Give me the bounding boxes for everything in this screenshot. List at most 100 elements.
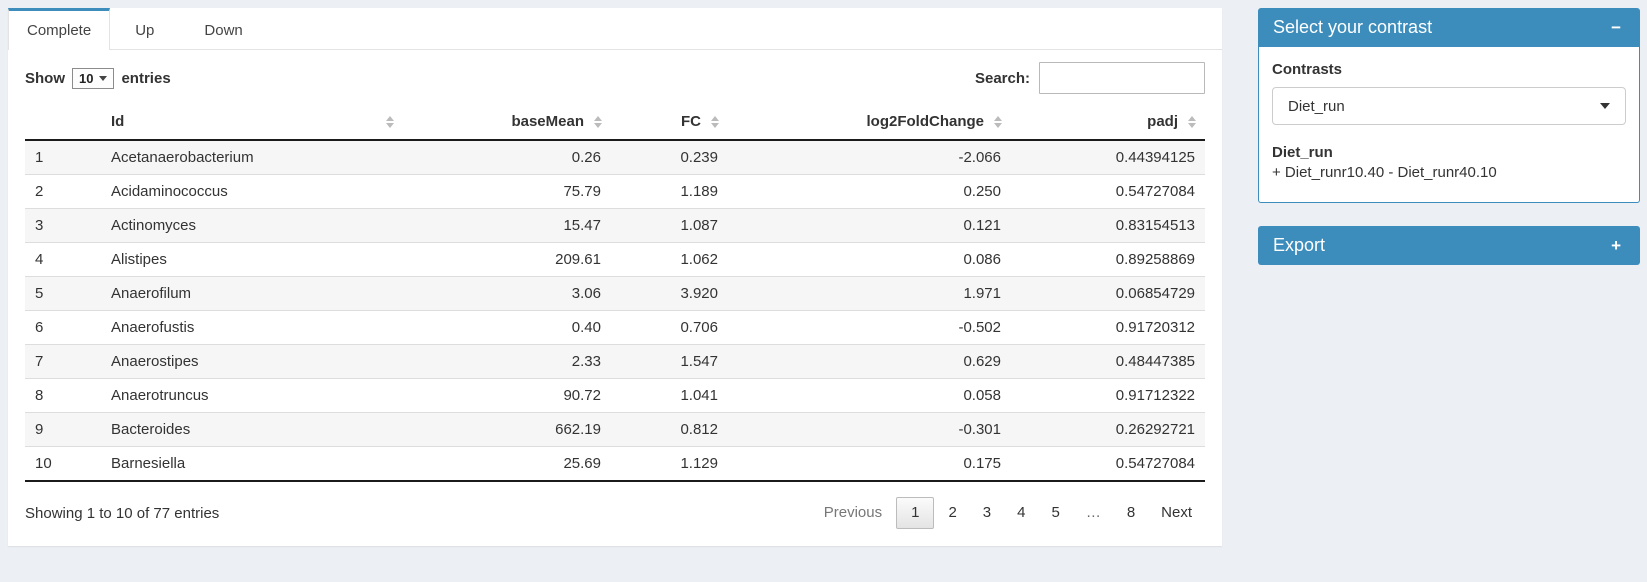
table-row[interactable]: 8 Anaerotruncus 90.72 1.041 0.058 0.9171… xyxy=(25,378,1205,413)
cell-basemean: 662.19 xyxy=(403,412,611,447)
export-panel-title: Export xyxy=(1273,235,1326,255)
table-header-row: Id baseMean FC log2FoldChange xyxy=(25,104,1205,141)
table-row[interactable]: 9 Bacteroides 662.19 0.812 -0.301 0.2629… xyxy=(25,412,1205,447)
cell-padj: 0.91720312 xyxy=(1011,310,1205,345)
page: Complete Up Down Show 10 entries Search: xyxy=(8,8,1640,546)
contrast-name: Diet_run xyxy=(1272,144,1333,161)
pagination-ellipsis: … xyxy=(1085,504,1101,521)
results-table: Id baseMean FC log2FoldChange xyxy=(25,104,1205,482)
show-label: Show xyxy=(25,69,65,87)
pagination-page-1[interactable]: 1 xyxy=(896,497,935,529)
row-index: 4 xyxy=(25,242,101,277)
contrast-panel-title: Select your contrast xyxy=(1273,17,1433,37)
sidebar: Select your contrast − Contrasts Diet_ru… xyxy=(1258,8,1640,265)
table-footer: Showing 1 to 10 of 77 entries Previous 1… xyxy=(8,482,1222,546)
table-row[interactable]: 1 Acetanaerobacterium 0.26 0.239 -2.066 … xyxy=(25,140,1205,175)
row-index: 10 xyxy=(25,446,101,482)
cell-id: Anaerostipes xyxy=(101,344,403,379)
table-row[interactable]: 4 Alistipes 209.61 1.062 0.086 0.8925886… xyxy=(25,242,1205,277)
cell-id: Anaerofilum xyxy=(101,276,403,311)
cell-id: Acidaminococcus xyxy=(101,174,403,209)
row-index: 2 xyxy=(25,174,101,209)
sort-icon xyxy=(1188,115,1196,128)
column-label: log2FoldChange xyxy=(866,113,985,130)
tab-complete[interactable]: Complete xyxy=(8,8,111,50)
pagination-next[interactable]: Next xyxy=(1161,504,1192,521)
cell-id: Bacteroides xyxy=(101,412,403,447)
column-header-log2foldchange[interactable]: log2FoldChange xyxy=(728,104,1011,141)
cell-basemean: 90.72 xyxy=(403,378,611,413)
pagination-page-2[interactable]: 2 xyxy=(948,504,957,521)
cell-padj: 0.48447385 xyxy=(1011,344,1205,379)
expand-plus-icon[interactable]: + xyxy=(1611,235,1621,255)
column-label: padj xyxy=(1147,113,1178,130)
pagination-page-3[interactable]: 3 xyxy=(982,504,992,521)
cell-log2foldchange: 1.971 xyxy=(728,276,1011,311)
row-index: 8 xyxy=(25,378,101,413)
cell-padj: 0.54727084 xyxy=(1011,174,1205,209)
export-panel-header[interactable]: Export + xyxy=(1258,226,1640,265)
cell-log2foldchange: 0.250 xyxy=(728,174,1011,209)
cell-padj: 0.06854729 xyxy=(1011,276,1205,311)
tab-up[interactable]: Up xyxy=(135,22,155,39)
caret-down-icon xyxy=(99,75,108,81)
entries-label: entries xyxy=(121,69,171,87)
tab-down[interactable]: Down xyxy=(204,22,243,39)
table-row[interactable]: 2 Acidaminococcus 75.79 1.189 0.250 0.54… xyxy=(25,174,1205,209)
search-input[interactable] xyxy=(1039,62,1205,94)
pagination-page-8[interactable]: 8 xyxy=(1126,504,1136,521)
pagination-page-4[interactable]: 4 xyxy=(1017,504,1026,521)
cell-fc: 1.189 xyxy=(611,174,728,209)
row-index: 5 xyxy=(25,276,101,311)
contrast-panel-body: Contrasts Diet_run Diet_run + Diet_runr1… xyxy=(1258,47,1640,203)
sort-icon xyxy=(386,115,394,128)
cell-fc: 1.129 xyxy=(611,446,728,482)
table-row[interactable]: 7 Anaerostipes 2.33 1.547 0.629 0.484473… xyxy=(25,344,1205,379)
table-row[interactable]: 5 Anaerofilum 3.06 3.920 1.971 0.0685472… xyxy=(25,276,1205,311)
search-label: Search: xyxy=(974,69,1030,87)
collapse-minus-icon[interactable]: − xyxy=(1611,17,1621,37)
row-index: 6 xyxy=(25,310,101,345)
cell-padj: 0.83154513 xyxy=(1011,208,1205,243)
contrast-panel-header: Select your contrast − xyxy=(1258,8,1640,47)
pagination-previous[interactable]: Previous xyxy=(823,504,883,521)
tab-bar: Complete Up Down xyxy=(8,8,1222,50)
sort-icon xyxy=(594,115,602,128)
cell-basemean: 0.40 xyxy=(403,310,611,345)
table-row[interactable]: 6 Anaerofustis 0.40 0.706 -0.502 0.91720… xyxy=(25,310,1205,345)
pagination-page-5[interactable]: 5 xyxy=(1051,504,1060,521)
table-row[interactable]: 10 Barnesiella 25.69 1.129 0.175 0.54727… xyxy=(25,446,1205,482)
cell-basemean: 25.69 xyxy=(403,446,611,482)
column-header-fc[interactable]: FC xyxy=(611,104,728,141)
contrasts-select-value: Diet_run xyxy=(1288,97,1345,115)
page-length-control: Show 10 entries xyxy=(25,67,171,89)
page-length-select[interactable]: 10 xyxy=(72,67,115,89)
cell-basemean: 15.47 xyxy=(403,208,611,243)
cell-basemean: 0.26 xyxy=(403,140,611,175)
cell-log2foldchange: -0.502 xyxy=(728,310,1011,345)
cell-fc: 1.547 xyxy=(611,344,728,379)
cell-padj: 0.26292721 xyxy=(1011,412,1205,447)
caret-down-icon xyxy=(1600,103,1610,109)
cell-fc: 0.239 xyxy=(611,140,728,175)
cell-basemean: 3.06 xyxy=(403,276,611,311)
column-header-id[interactable]: Id xyxy=(101,104,403,141)
cell-basemean: 2.33 xyxy=(403,344,611,379)
table-controls: Show 10 entries Search: xyxy=(8,50,1222,104)
column-label: Id xyxy=(111,113,125,130)
cell-padj: 0.44394125 xyxy=(1011,140,1205,175)
cell-fc: 3.920 xyxy=(611,276,728,311)
cell-basemean: 75.79 xyxy=(403,174,611,209)
contrast-panel: Select your contrast − Contrasts Diet_ru… xyxy=(1258,8,1640,203)
column-header-index xyxy=(25,104,101,141)
table-row[interactable]: 3 Actinomyces 15.47 1.087 0.121 0.831545… xyxy=(25,208,1205,243)
column-header-padj[interactable]: padj xyxy=(1011,104,1205,141)
column-label: baseMean xyxy=(511,113,584,130)
column-header-basemean[interactable]: baseMean xyxy=(403,104,611,141)
cell-fc: 1.041 xyxy=(611,378,728,413)
contrasts-select[interactable]: Diet_run xyxy=(1272,87,1626,125)
cell-log2foldchange: 0.629 xyxy=(728,344,1011,379)
cell-log2foldchange: 0.058 xyxy=(728,378,1011,413)
results-card: Complete Up Down Show 10 entries Search: xyxy=(8,8,1222,546)
cell-padj: 0.89258869 xyxy=(1011,242,1205,277)
